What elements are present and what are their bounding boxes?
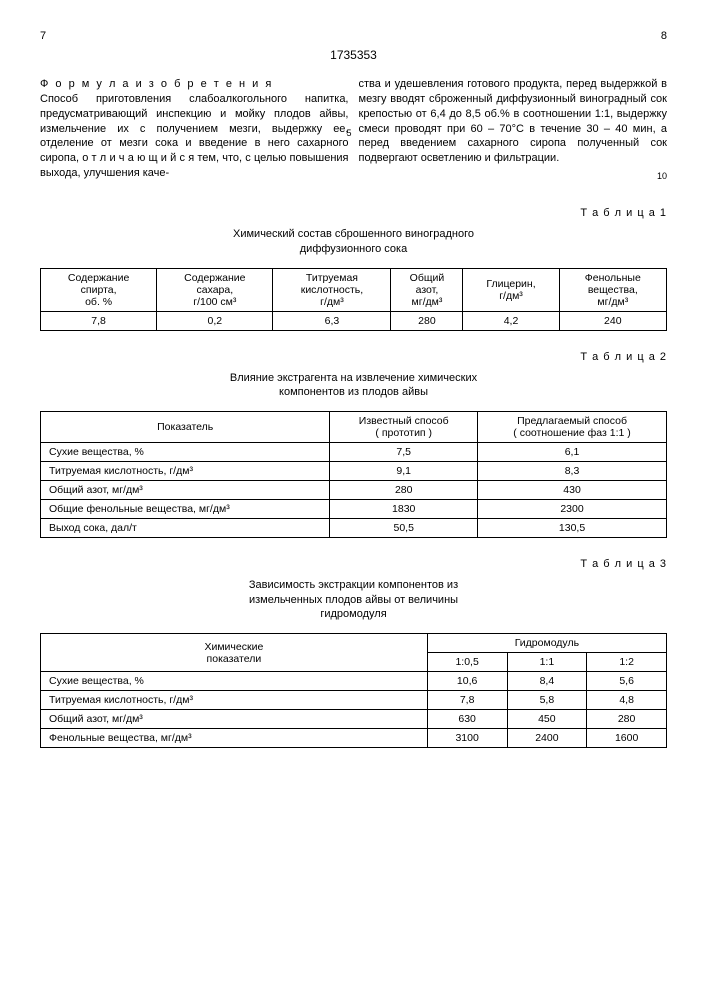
t3-c2: 1:1 <box>507 653 587 672</box>
t3-h2: Гидромодуль <box>427 634 666 653</box>
page-left: 7 <box>40 30 46 42</box>
page-header: 7 8 <box>40 30 667 42</box>
table3-label: Т а б л и ц а 3 <box>40 558 667 570</box>
right-column: 5 ства и удешевления готового продукта, … <box>359 77 668 182</box>
table1-title: Химический состав сброшенного виноградно… <box>40 227 667 256</box>
t2-r2l: Титруемая кислотность, г/дм³ <box>41 462 330 481</box>
t1-h4: Общийазот,мг/дм³ <box>391 268 463 311</box>
t1-h6: Фенольныевещества,мг/дм³ <box>559 268 666 311</box>
t1-v4: 280 <box>391 311 463 330</box>
t1-v2: 0,2 <box>157 311 273 330</box>
table2-title: Влияние экстрагента на извлечение химиче… <box>40 371 667 400</box>
table3: Химическиепоказатели Гидромодуль 1:0,5 1… <box>40 633 667 748</box>
t2-r4l: Общие фенольные вещества, мг/дм³ <box>41 500 330 519</box>
t2-r1l: Сухие вещества, % <box>41 443 330 462</box>
formula-text-right: ства и удешевления готового продукта, пе… <box>359 78 668 164</box>
t2-h2: Известный способ( прототип ) <box>330 412 478 443</box>
t2-h1: Показатель <box>41 412 330 443</box>
formula-text-left: Способ приготовления слабоалкогольного н… <box>40 93 349 179</box>
document-number: 1735353 <box>40 48 667 62</box>
t3-h1: Химическиепоказатели <box>41 634 428 672</box>
table1: Содержаниеспирта,об. % Содержаниесахара,… <box>40 268 667 331</box>
t2-h3: Предлагаемый способ( соотношение фаз 1:1… <box>478 412 667 443</box>
formula-columns: Ф о р м у л а и з о б р е т е н и я Спос… <box>40 77 667 182</box>
table2: Показатель Известный способ( прототип ) … <box>40 411 667 538</box>
t1-v3: 6,3 <box>273 311 391 330</box>
t1-h2: Содержаниесахара,г/100 см³ <box>157 268 273 311</box>
page-right: 8 <box>661 30 667 42</box>
line-marker-5: 5 <box>347 127 352 139</box>
t1-v6: 240 <box>559 311 666 330</box>
t3-c3: 1:2 <box>587 653 667 672</box>
t2-r5l: Выход сока, дал/т <box>41 519 330 538</box>
t3-c1: 1:0,5 <box>427 653 507 672</box>
table1-label: Т а б л и ц а 1 <box>40 207 667 219</box>
formula-title: Ф о р м у л а и з о б р е т е н и я <box>40 78 273 90</box>
t2-r3l: Общий азот, мг/дм³ <box>41 481 330 500</box>
t1-h3: Титруемаякислотность,г/дм³ <box>273 268 391 311</box>
left-column: Ф о р м у л а и з о б р е т е н и я Спос… <box>40 77 349 182</box>
table3-title: Зависимость экстракции компонентов из из… <box>40 578 667 621</box>
line-marker-10: 10 <box>359 170 668 182</box>
t1-h1: Содержаниеспирта,об. % <box>41 268 157 311</box>
table2-label: Т а б л и ц а 2 <box>40 351 667 363</box>
t1-h5: Глицерин,г/дм³ <box>463 268 559 311</box>
t1-v1: 7,8 <box>41 311 157 330</box>
t1-v5: 4,2 <box>463 311 559 330</box>
